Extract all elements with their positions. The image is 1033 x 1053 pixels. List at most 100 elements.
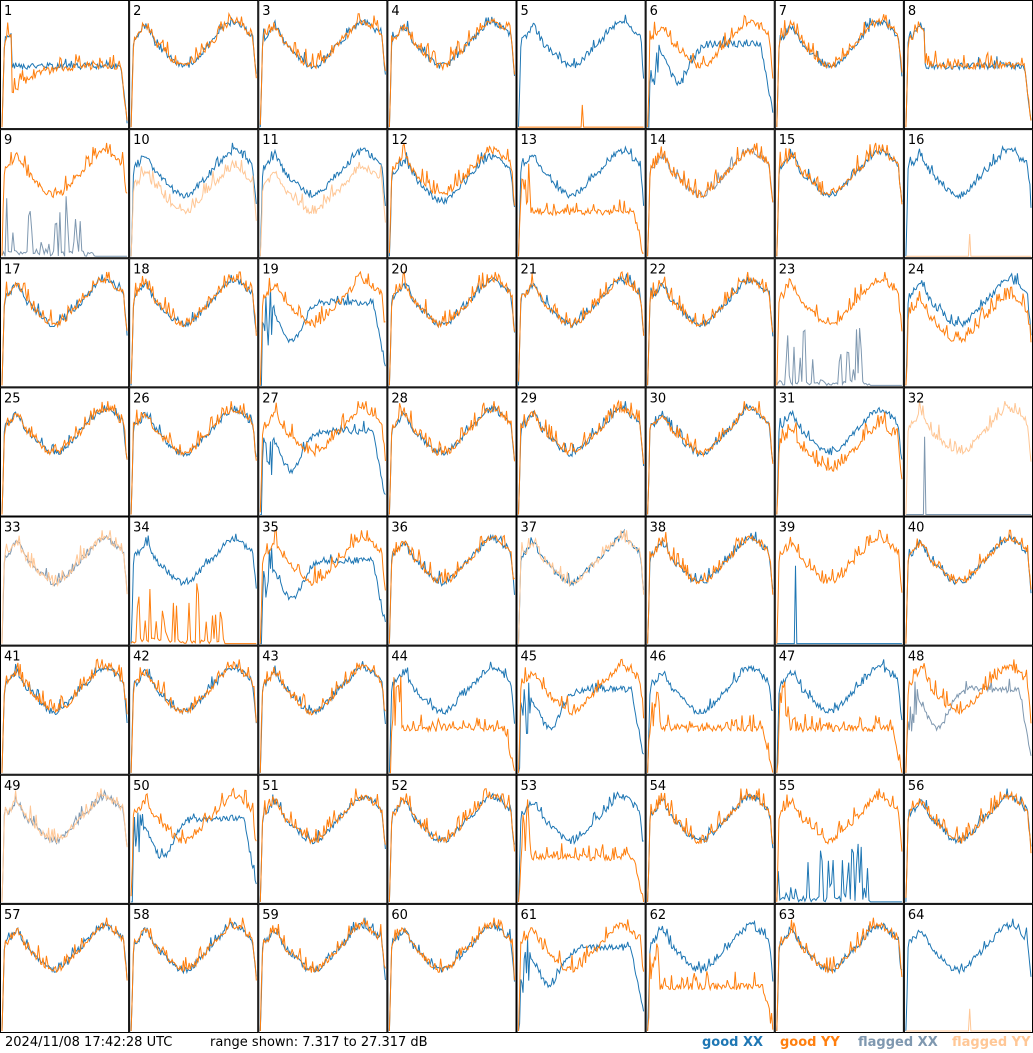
series-xx-27: [260, 420, 386, 515]
series-yy-10: [130, 159, 257, 257]
panel-20: 20: [387, 258, 517, 388]
series-xx-35: [260, 547, 386, 645]
panel-label: 4: [391, 4, 399, 19]
panel-label: 60: [391, 908, 408, 923]
series-yy-12: [388, 143, 515, 254]
series-yy-57: [1, 917, 128, 1032]
panel-label: 51: [262, 779, 279, 794]
panel-frame: [774, 387, 904, 517]
panel-17: 17: [0, 258, 130, 388]
panel-39: 39: [774, 516, 904, 646]
series-xx-19: [260, 287, 386, 386]
panel-label: 19: [262, 262, 279, 277]
footer: 2024/11/08 17:42:28 UTC range shown: 7.3…: [0, 1033, 1033, 1053]
panel-label: 56: [908, 779, 925, 794]
series-yy-2: [130, 12, 257, 128]
panel-label: 8: [908, 4, 916, 19]
panel-46: 46: [645, 645, 775, 775]
series-yy-47: [776, 681, 903, 773]
series-xx-10: [130, 142, 257, 257]
panel-frame: [516, 645, 646, 775]
series-xx-5: [518, 14, 645, 128]
panel-label: 6: [650, 4, 658, 19]
legend-flagged-yy: flagged YY: [952, 1035, 1031, 1050]
panel-16: 16: [903, 129, 1033, 259]
panel-label: 37: [521, 521, 538, 536]
series-yy-16: [905, 233, 1031, 257]
panel-label: 23: [779, 262, 796, 277]
series-yy-20: [388, 270, 515, 386]
panel-label: 9: [4, 133, 12, 148]
panel-43: 43: [258, 645, 388, 775]
series-yy-6: [647, 14, 774, 128]
panel-35: 35: [258, 516, 388, 646]
series-xx-11: [259, 147, 386, 257]
panel-label: 62: [650, 908, 667, 923]
panel-30: 30: [645, 387, 775, 517]
panel-18: 18: [129, 258, 259, 388]
panel-label: 44: [391, 650, 408, 665]
panel-label: 36: [391, 521, 408, 536]
panel-label: 31: [779, 391, 796, 406]
series-yy-38: [647, 532, 774, 644]
series-yy-21: [518, 271, 645, 382]
panel-frame: [0, 903, 130, 1033]
series-xx-55: [776, 843, 902, 903]
series-yy-33: [1, 530, 128, 644]
panel-56: 56: [903, 774, 1033, 904]
series-xx-32: [905, 436, 1031, 515]
panel-label: 49: [4, 779, 21, 794]
panel-62: 62: [645, 903, 775, 1033]
panel-label: 30: [650, 391, 667, 406]
series-yy-4: [388, 17, 515, 128]
series-xx-39: [776, 565, 902, 645]
series-yy-37: [518, 530, 645, 644]
panel-label: 16: [908, 133, 925, 148]
panel-frame: [903, 516, 1033, 646]
panel-label: 41: [4, 650, 21, 665]
panel-frame: [516, 774, 646, 904]
series-yy-39: [776, 529, 903, 644]
series-xx-24: [905, 272, 1032, 386]
range-text: range shown: 7.317 to 27.317 dB: [210, 1035, 428, 1050]
panel-53: 53: [516, 774, 646, 904]
panel-label: 48: [908, 650, 925, 665]
panel-label: 59: [262, 908, 279, 923]
series-yy-61: [518, 919, 645, 1032]
panel-6: 6: [645, 0, 775, 130]
series-yy-27: [259, 401, 386, 513]
panel-31: 31: [774, 387, 904, 517]
panel-27: 27: [258, 387, 388, 517]
panel-8: 8: [903, 0, 1033, 130]
panel-frame: [129, 129, 259, 259]
series-xx-37: [518, 528, 645, 644]
panel-frame: [129, 774, 259, 904]
panel-frame: [387, 645, 517, 775]
panel-label: 46: [650, 650, 667, 665]
panel-frame: [903, 645, 1033, 775]
panel-label: 26: [133, 391, 150, 406]
panel-label: 24: [908, 262, 925, 277]
panel-label: 22: [650, 262, 667, 277]
series-yy-24: [905, 286, 1032, 386]
panel-label: 40: [908, 521, 925, 536]
series-xx-9: [1, 196, 128, 257]
panel-label: 47: [779, 650, 796, 665]
series-xx-6: [647, 36, 774, 128]
panel-label: 15: [779, 133, 796, 148]
panel-label: 35: [262, 521, 279, 536]
panel-frame: [387, 129, 517, 259]
panel-25: 25: [0, 387, 130, 517]
series-yy-22: [647, 271, 774, 386]
series-xx-62: [647, 919, 774, 1032]
series-xx-50: [131, 812, 257, 903]
series-xx-1: [1, 33, 128, 128]
panel-3: 3: [258, 0, 388, 130]
timestamp: 2024/11/08 17:42:28 UTC: [5, 1035, 173, 1050]
series-yy-54: [647, 788, 774, 902]
panel-frame: [645, 387, 775, 517]
panel-frame: [774, 129, 904, 259]
panel-label: 43: [262, 650, 279, 665]
panel-49: 49: [0, 774, 130, 904]
series-yy-60: [388, 917, 515, 1032]
